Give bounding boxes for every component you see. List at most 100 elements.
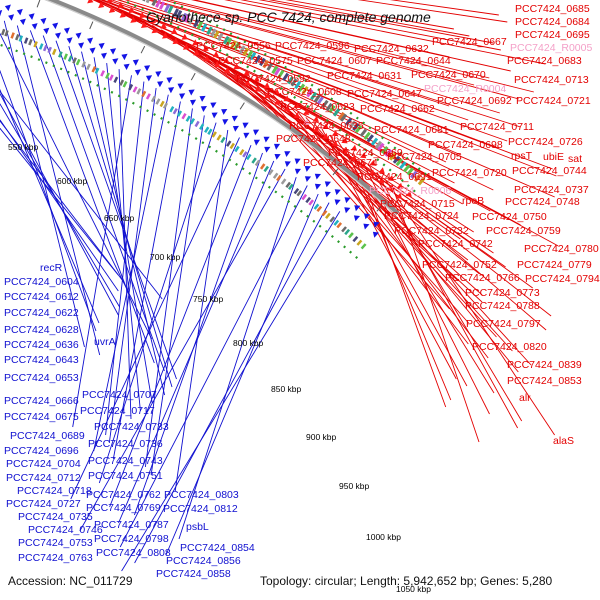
gene-label[interactable]: uvrA [94, 336, 116, 348]
gene-label[interactable]: PCC7424_0803 [164, 489, 239, 501]
gene-label[interactable]: alr [519, 392, 531, 404]
gene-label[interactable]: PCC7424_0643 [4, 354, 79, 366]
gene-label[interactable]: ubiE [543, 151, 564, 163]
gene-label[interactable]: PCC7424_0635 [289, 120, 364, 132]
gene-label[interactable]: PCC7424_0628 [4, 324, 79, 336]
gene-label[interactable]: PCC7424_0726 [508, 136, 583, 148]
gene-label[interactable]: rpoB [462, 195, 484, 207]
gene-label[interactable]: PCC7424_0797 [466, 318, 541, 330]
gene-label[interactable]: PCC7424_0750 [472, 211, 547, 223]
gene-label[interactable]: PCC7424_R0006 [369, 185, 451, 197]
gene-label[interactable]: PCC7424_0759 [486, 225, 561, 237]
gene-label[interactable]: PCC7424_0631 [327, 70, 402, 82]
gene-label[interactable]: PCC7424_0736 [88, 438, 163, 450]
gene-label[interactable]: PCC7424_0854 [180, 542, 255, 554]
gene-label[interactable]: PCC7424_0647 [347, 88, 422, 100]
gene-label[interactable]: PCC7424_0773 [465, 287, 540, 299]
gene-label[interactable]: PCC7424_0780 [524, 243, 599, 255]
gene-label[interactable]: PCC7424_0695 [515, 29, 590, 41]
gene-label[interactable]: PCC7424_0753 [18, 537, 93, 549]
gene-label[interactable]: PCC7424_0685 [515, 3, 590, 15]
gene-label[interactable]: PCC7424_0669 [328, 147, 403, 159]
gene-label[interactable]: PCC7424_0622 [4, 307, 79, 319]
gene-label[interactable]: PCC7424_0608 [267, 86, 342, 98]
gene-label[interactable]: PCC7424_0612 [4, 291, 79, 303]
gene-label[interactable]: PCC7424_0666 [4, 395, 79, 407]
gene-label[interactable]: PCC7424_0744 [512, 165, 587, 177]
gene-label[interactable]: PCC7424_0556 [196, 40, 271, 52]
gene-label[interactable]: PCC7424_0858 [156, 568, 231, 580]
gene-label[interactable]: PCC7424_0713 [514, 74, 589, 86]
gene-label[interactable]: PCC7424_0692 [437, 95, 512, 107]
gene-label[interactable]: PCC7424_0684 [515, 16, 590, 28]
gene-label[interactable]: PCC7424_0779 [517, 259, 592, 271]
gene-label[interactable]: PCC7424_0717 [80, 405, 155, 417]
gene-label[interactable]: PCC7424_0735 [18, 511, 93, 523]
gene-label[interactable]: PCC7424_0644 [376, 55, 451, 67]
gene-label[interactable]: PCC7424_0769 [86, 502, 161, 514]
gene-label[interactable]: PCC7424_0808 [96, 547, 171, 559]
gene-label[interactable]: PCC7424_0742 [418, 238, 493, 250]
gene-label[interactable]: PCC7424_0711 [460, 121, 534, 133]
gene-label[interactable]: PCC7424_0856 [166, 555, 241, 567]
gene-label[interactable]: PCC7424_0662 [360, 103, 435, 115]
gene-label[interactable]: PCC7424_0766 [445, 272, 520, 284]
gene-label[interactable]: PCC7424_0720 [432, 167, 507, 179]
gene-label[interactable]: PCC7424_0737 [514, 184, 589, 196]
gene-label[interactable]: sat [568, 153, 582, 165]
gene-label[interactable]: PCC7424_0636 [4, 339, 79, 351]
gene-label[interactable]: PCC7424_0812 [163, 503, 238, 515]
gene-label[interactable]: PCC7424_0674 [303, 157, 378, 169]
gene-label[interactable]: PCC7424_0788 [465, 300, 540, 312]
gene-label[interactable]: PCC7424_0752 [422, 259, 497, 271]
gene-label[interactable]: PCC7424_0632 [354, 43, 429, 55]
gene-label[interactable]: PCC7424_0704 [6, 458, 81, 470]
gene-label[interactable]: alaS [553, 435, 574, 447]
gene-label[interactable]: PCC7424_0675 [4, 411, 79, 423]
gene-label[interactable]: PCC7424_0653 [4, 372, 79, 384]
gene-label[interactable]: PCC7424_0798 [94, 533, 169, 545]
gene-label[interactable]: PCC7424_0623 [280, 101, 355, 113]
gene-label[interactable]: PCC7424_0715 [380, 198, 455, 210]
gene-label[interactable]: psbL [186, 521, 209, 533]
gene-label[interactable]: PCC7424_0787 [94, 519, 169, 531]
gene-label[interactable]: rpsT [511, 150, 533, 162]
gene-label[interactable]: PCC7424_0724 [384, 210, 459, 222]
gene-label[interactable]: PCC7424_0696 [4, 445, 79, 457]
gene-label[interactable]: PCC7424_0712 [6, 472, 81, 484]
gene-label[interactable]: PCC7424_R0004 [424, 83, 506, 95]
gene-label[interactable]: PCC7424_0733 [94, 421, 169, 433]
connector-line [118, 69, 132, 420]
gene-label[interactable]: PCC7424_0839 [507, 359, 582, 371]
gene-label[interactable]: PCC7424_0853 [507, 375, 582, 387]
gene-label[interactable]: PCC7424_0763 [18, 552, 93, 564]
gene-label[interactable]: PCC7424_0698 [428, 139, 503, 151]
gene-label[interactable]: PCC7424_0604 [4, 276, 79, 288]
gene-label[interactable]: PCC7424_0820 [472, 341, 547, 353]
gene-label[interactable]: PCC7424_0607 [297, 55, 372, 67]
gene-label[interactable]: PCC7424_0705 [387, 151, 462, 163]
gene-label[interactable]: PCC7424_0691 [357, 171, 432, 183]
gene-label[interactable]: PCC7424_0689 [10, 430, 85, 442]
gene-label[interactable]: PCC7424_0707 [82, 389, 157, 401]
gene-label[interactable]: PCC7424_0596 [275, 40, 350, 52]
gene-label[interactable]: PCC7424_0648 [276, 133, 351, 145]
gene-label[interactable]: PCC7424_0667 [432, 36, 507, 48]
gene-label[interactable]: PCC7424_0718 [17, 485, 92, 497]
gene-label[interactable]: PCC7424_0743 [88, 455, 163, 467]
gene-label[interactable]: PCC7424_0762 [86, 489, 161, 501]
gene-label[interactable]: PCC7424_0751 [88, 470, 163, 482]
gene-label[interactable]: PCC7424_0681 [374, 124, 449, 136]
gene-label[interactable]: PCC7424_0732 [394, 225, 469, 237]
gene-label[interactable]: PCC7424_0727 [6, 498, 81, 510]
gene-label[interactable]: PCC7424_0794 [525, 273, 600, 285]
gene-label[interactable]: PCC7424_0592 [236, 73, 311, 85]
gene-label[interactable]: PCC7424_0746 [28, 524, 103, 536]
gene-label[interactable]: recR [40, 262, 63, 274]
gene-label[interactable]: PCC7424_0575 [218, 55, 293, 67]
gene-label[interactable]: PCC7424_0721 [516, 95, 591, 107]
gene-label[interactable]: PCC7424_0683 [507, 55, 582, 67]
gene-label[interactable]: PCC7424_0670 [411, 69, 486, 81]
gene-label[interactable]: PCC7424_R0005 [510, 42, 592, 54]
gene-label[interactable]: PCC7424_0748 [505, 196, 580, 208]
